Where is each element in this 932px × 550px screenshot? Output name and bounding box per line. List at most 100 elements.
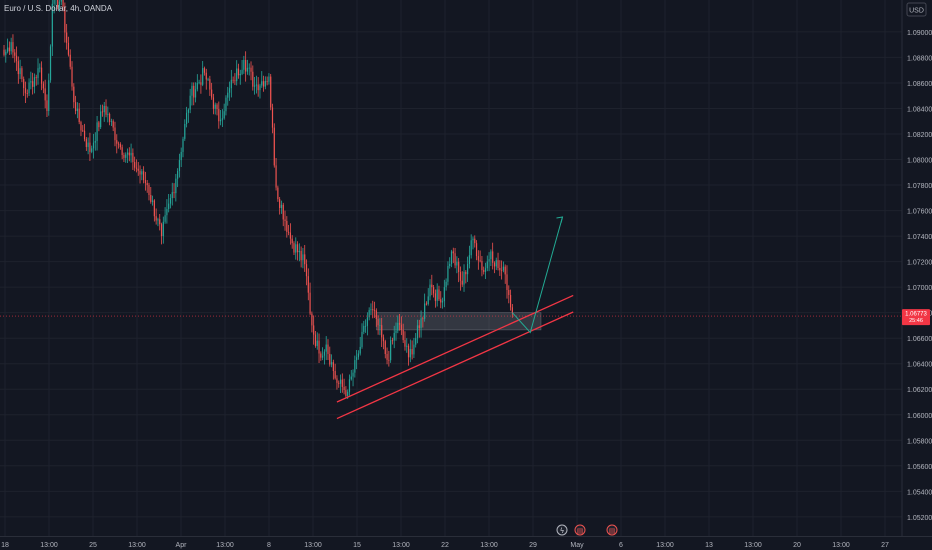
candle-down[interactable]	[314, 330, 317, 348]
candle-down[interactable]	[434, 289, 436, 308]
candle-down[interactable]	[200, 74, 202, 94]
candle-down[interactable]	[71, 61, 73, 91]
candle-up[interactable]	[472, 236, 474, 250]
candle-up[interactable]	[51, 0, 53, 56]
candle-up[interactable]	[236, 60, 238, 86]
candle-down[interactable]	[69, 49, 71, 70]
candle-down[interactable]	[461, 271, 463, 287]
candle-up[interactable]	[395, 322, 397, 341]
candle-up[interactable]	[470, 234, 472, 259]
candle-up[interactable]	[390, 336, 392, 363]
candle-up[interactable]	[298, 243, 300, 262]
candle-up[interactable]	[221, 109, 223, 127]
candle-down[interactable]	[277, 185, 279, 202]
candle-down[interactable]	[289, 223, 291, 245]
candle-down[interactable]	[132, 148, 134, 170]
candle-down[interactable]	[42, 81, 44, 94]
candle-up[interactable]	[28, 78, 30, 96]
candle-down[interactable]	[336, 375, 338, 390]
candle-up[interactable]	[463, 264, 465, 292]
candle-down[interactable]	[17, 56, 19, 84]
candle-up[interactable]	[302, 247, 304, 269]
candle-down[interactable]	[475, 240, 478, 261]
candle-up[interactable]	[316, 332, 318, 350]
candle-up[interactable]	[429, 279, 431, 301]
flag-event-icon-2[interactable]: ▤	[606, 524, 618, 536]
candle-up[interactable]	[484, 262, 487, 279]
candle-down[interactable]	[381, 317, 383, 347]
candle-up[interactable]	[37, 58, 39, 85]
candle-up[interactable]	[30, 71, 32, 90]
candle-down[interactable]	[75, 95, 77, 115]
candle-down[interactable]	[32, 72, 34, 95]
candle-down[interactable]	[209, 75, 211, 96]
candle-down[interactable]	[404, 331, 406, 351]
candle-down[interactable]	[205, 68, 207, 90]
candle-down[interactable]	[119, 142, 121, 150]
candle-down[interactable]	[78, 103, 80, 125]
candle-down[interactable]	[193, 82, 195, 106]
candle-down[interactable]	[433, 285, 435, 298]
candle-down[interactable]	[506, 265, 508, 299]
lower-trendline[interactable]	[336, 311, 574, 420]
candle-down[interactable]	[67, 36, 70, 57]
candle-down[interactable]	[64, 2, 66, 43]
candle-down[interactable]	[35, 74, 37, 86]
candle-down[interactable]	[85, 137, 87, 151]
candle-up[interactable]	[180, 147, 182, 168]
candle-down[interactable]	[237, 63, 240, 79]
candle-down[interactable]	[234, 73, 236, 86]
candle-down[interactable]	[508, 285, 510, 304]
candle-up[interactable]	[227, 86, 229, 106]
candle-down[interactable]	[479, 250, 481, 263]
candle-up[interactable]	[92, 133, 95, 159]
candle-down[interactable]	[386, 347, 388, 365]
candle-up[interactable]	[228, 81, 231, 101]
candle-down[interactable]	[474, 235, 476, 248]
candle-up[interactable]	[5, 49, 7, 63]
candle-down[interactable]	[116, 134, 118, 154]
candle-up[interactable]	[468, 245, 470, 269]
candle-up[interactable]	[185, 106, 188, 128]
candle-down[interactable]	[114, 121, 116, 147]
candle-up[interactable]	[189, 88, 191, 114]
candle-down[interactable]	[279, 196, 281, 215]
candle-down[interactable]	[422, 316, 424, 328]
candle-down[interactable]	[341, 373, 343, 393]
candle-down[interactable]	[305, 259, 308, 286]
candle-down[interactable]	[40, 61, 43, 91]
candle-up[interactable]	[6, 38, 9, 54]
candle-down[interactable]	[212, 93, 215, 115]
candle-down[interactable]	[135, 159, 138, 173]
candle-up[interactable]	[416, 319, 419, 344]
candle-down[interactable]	[407, 343, 410, 366]
price-axis[interactable]: 1.09000 1.08800 1.08600 1.08400 1.08200 1.080…	[901, 0, 932, 536]
candle-up[interactable]	[184, 119, 186, 141]
candle-up[interactable]	[413, 337, 415, 358]
candle-up[interactable]	[254, 76, 256, 95]
candle-down[interactable]	[318, 333, 320, 363]
candle-up[interactable]	[350, 369, 352, 381]
candle-down[interactable]	[282, 202, 284, 227]
candle-down[interactable]	[216, 103, 218, 116]
candle-down[interactable]	[329, 346, 331, 367]
candle-up[interactable]	[223, 103, 225, 120]
candle-down[interactable]	[46, 94, 48, 118]
candle-down[interactable]	[211, 82, 213, 100]
candle-down[interactable]	[327, 339, 329, 361]
candle-down[interactable]	[345, 386, 347, 399]
candle-down[interactable]	[452, 247, 454, 264]
candle-up[interactable]	[323, 349, 326, 365]
candle-down[interactable]	[483, 266, 485, 275]
currency-button-frame[interactable]	[906, 2, 927, 17]
candle-down[interactable]	[271, 103, 274, 134]
candle-up[interactable]	[243, 55, 245, 74]
candle-down[interactable]	[245, 51, 247, 82]
candle-down[interactable]	[511, 304, 513, 318]
candle-up[interactable]	[415, 333, 417, 348]
candle-up[interactable]	[295, 237, 297, 260]
candle-down[interactable]	[504, 264, 506, 284]
candle-down[interactable]	[139, 165, 141, 184]
candle-up[interactable]	[177, 168, 179, 188]
candle-up[interactable]	[225, 95, 227, 116]
